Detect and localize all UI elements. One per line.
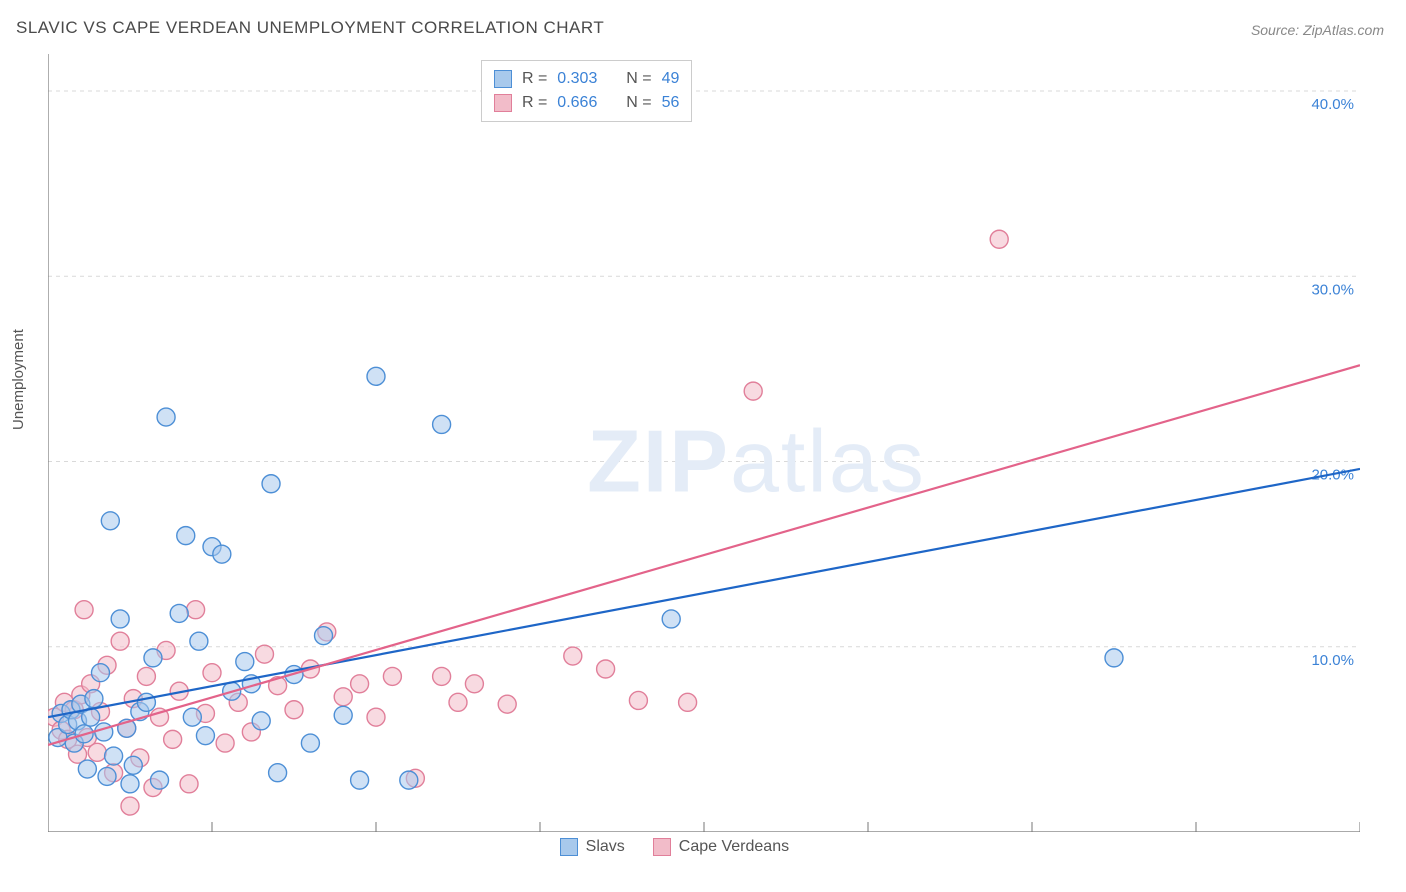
legend-n-value: 56 (662, 91, 680, 115)
data-point (367, 708, 385, 726)
data-point (203, 664, 221, 682)
source-name: ZipAtlas.com (1303, 22, 1384, 38)
data-point (124, 756, 142, 774)
data-point (216, 734, 234, 752)
legend-series: Slavs Cape Verdeans (560, 838, 789, 856)
data-point (213, 545, 231, 563)
y-tick-label: 30.0% (1311, 281, 1354, 298)
data-point (334, 706, 352, 724)
data-point (252, 712, 270, 730)
legend-swatch (494, 94, 512, 112)
data-point (465, 675, 483, 693)
legend-r-label: R = (522, 91, 547, 115)
data-point (597, 660, 615, 678)
legend-n-label: N = (626, 91, 651, 115)
data-point (111, 632, 129, 650)
data-point (744, 382, 762, 400)
legend-row: R = 0.666 N = 56 (494, 91, 679, 115)
y-axis-label: Unemployment (10, 329, 27, 430)
data-point (137, 693, 155, 711)
legend-n-value: 49 (662, 67, 680, 91)
legend-series-item: Cape Verdeans (653, 838, 789, 856)
data-point (190, 632, 208, 650)
data-point (433, 415, 451, 433)
chart-title: SLAVIC VS CAPE VERDEAN UNEMPLOYMENT CORR… (16, 18, 604, 38)
data-point (1105, 649, 1123, 667)
watermark: ZIPatlas (587, 412, 926, 511)
data-point (367, 367, 385, 385)
data-point (85, 690, 103, 708)
source-label: Source: (1251, 22, 1299, 38)
data-point (111, 610, 129, 628)
data-point (187, 601, 205, 619)
data-point (121, 775, 139, 793)
data-point (498, 695, 516, 713)
data-point (433, 667, 451, 685)
data-point (180, 775, 198, 793)
legend-swatch (494, 70, 512, 88)
data-point (91, 664, 109, 682)
scatter-chart: 10.0%20.0%30.0%40.0%ZIPatlas0.0%40.0% (48, 54, 1360, 832)
data-point (78, 760, 96, 778)
data-point (351, 771, 369, 789)
data-point (137, 667, 155, 685)
data-point (315, 627, 333, 645)
data-point (383, 667, 401, 685)
data-point (679, 693, 697, 711)
legend-swatch (560, 838, 578, 856)
legend-series-label: Cape Verdeans (679, 838, 789, 856)
data-point (262, 475, 280, 493)
data-point (196, 727, 214, 745)
y-tick-label: 40.0% (1311, 96, 1354, 113)
data-point (400, 771, 418, 789)
data-point (95, 723, 113, 741)
data-point (98, 767, 116, 785)
legend-swatch (653, 838, 671, 856)
legend-correlation: R = 0.303 N = 49 R = 0.666 N = 56 (481, 60, 692, 122)
data-point (151, 771, 169, 789)
legend-n-label: N = (626, 67, 651, 91)
data-point (101, 512, 119, 530)
data-point (75, 601, 93, 619)
data-point (177, 527, 195, 545)
y-tick-label: 10.0% (1311, 652, 1354, 669)
data-point (285, 701, 303, 719)
legend-row: R = 0.303 N = 49 (494, 67, 679, 91)
legend-r-label: R = (522, 67, 547, 91)
source-attribution: Source: ZipAtlas.com (1251, 22, 1384, 38)
legend-series-label: Slavs (586, 838, 625, 856)
data-point (170, 604, 188, 622)
data-point (236, 653, 254, 671)
data-point (629, 691, 647, 709)
data-point (990, 230, 1008, 248)
data-point (255, 645, 273, 663)
data-point (121, 797, 139, 815)
data-point (144, 649, 162, 667)
data-point (183, 708, 201, 726)
legend-r-value: 0.666 (557, 91, 597, 115)
data-point (157, 408, 175, 426)
data-point (164, 730, 182, 748)
data-point (662, 610, 680, 628)
data-point (449, 693, 467, 711)
data-point (88, 743, 106, 761)
data-point (105, 747, 123, 765)
data-point (269, 764, 287, 782)
legend-series-item: Slavs (560, 838, 625, 856)
data-point (564, 647, 582, 665)
data-point (301, 734, 319, 752)
data-point (334, 688, 352, 706)
data-point (351, 675, 369, 693)
legend-r-value: 0.303 (557, 67, 597, 91)
